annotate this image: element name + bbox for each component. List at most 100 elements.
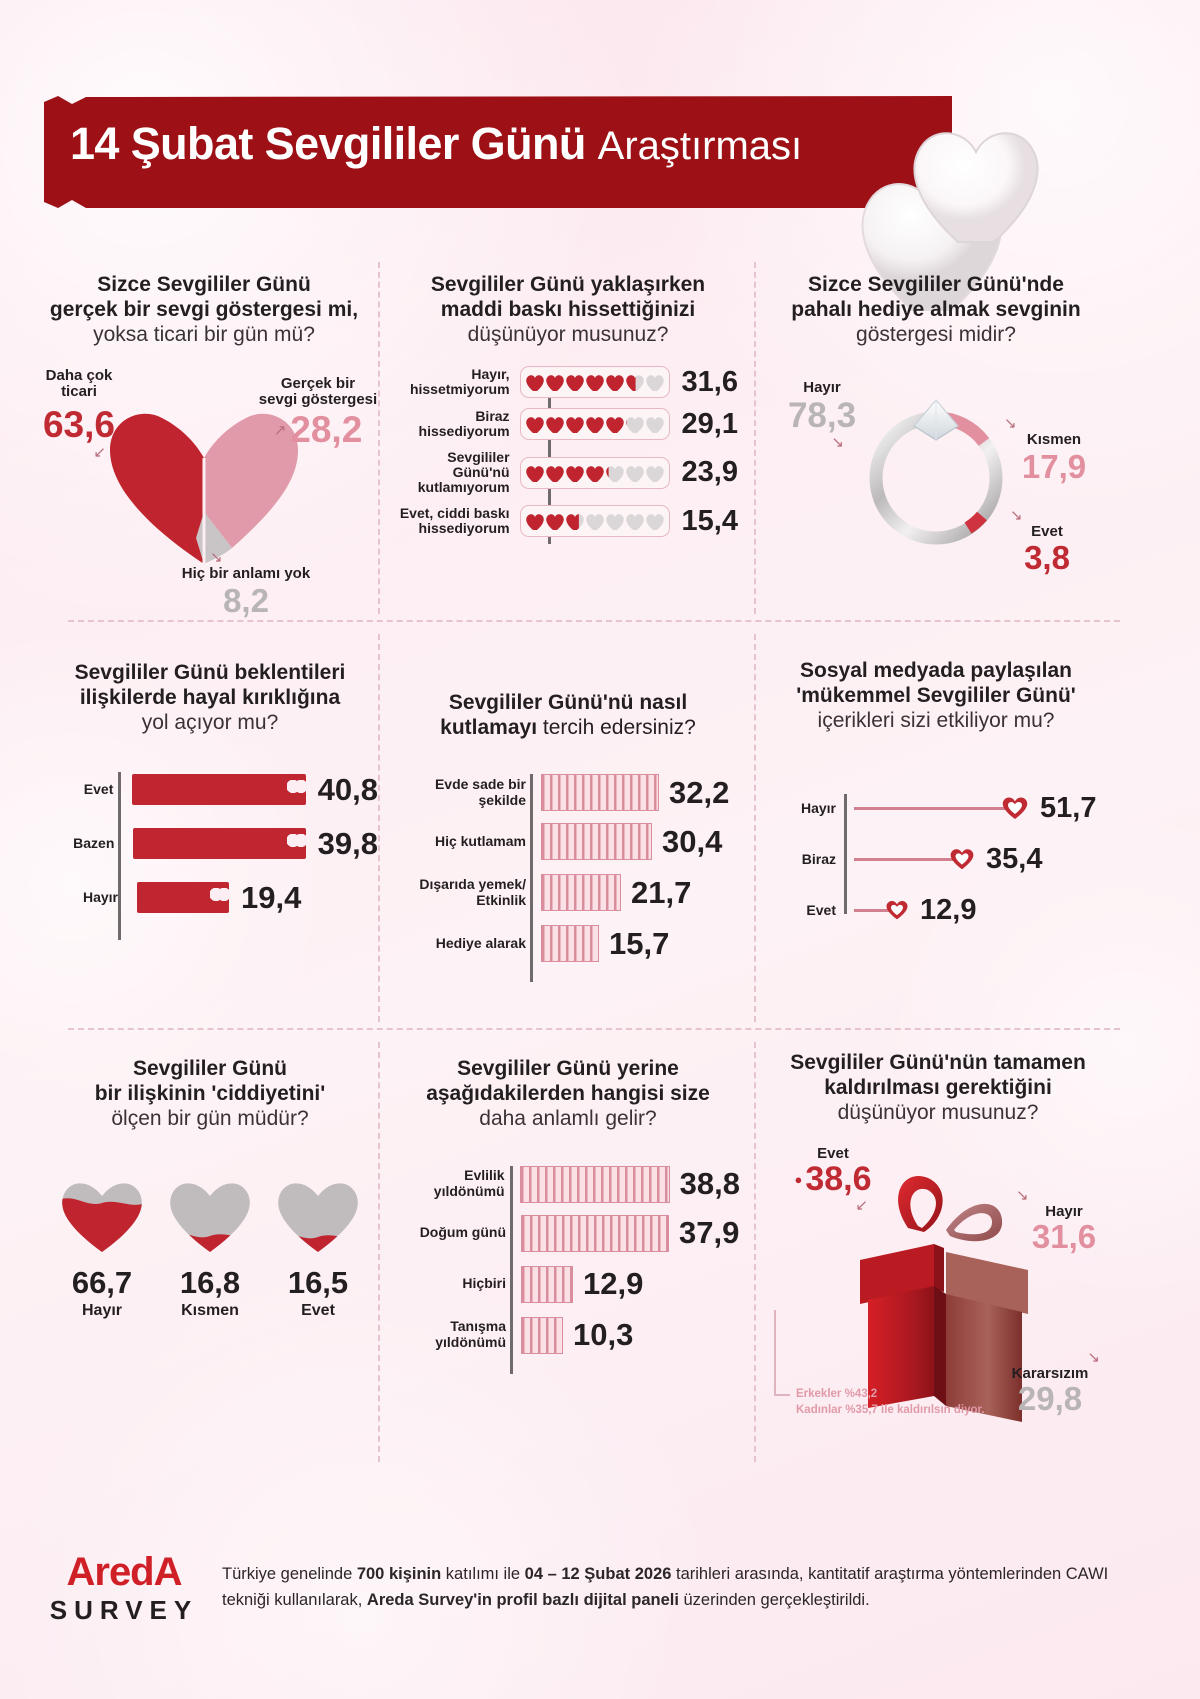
chart-axis — [118, 771, 121, 940]
row-label: Evet — [806, 902, 836, 919]
bar-label: Doğum günü — [419, 1224, 506, 1241]
pie-label-bottom: ↘ Hiç bir anlamı yok 8,2 — [146, 548, 346, 618]
q-line-1: Sevgililer Günü yaklaşırken — [430, 273, 706, 296]
gift-label-kararsizim: ↘ Kararsızım 29,8 — [986, 1348, 1114, 1416]
grid-divider — [68, 620, 1120, 622]
q-line-2-bold: kutlamayı — [440, 716, 538, 740]
arrow-icon: ↘ — [210, 548, 223, 566]
arrow-icon: ↙ — [855, 1197, 868, 1215]
ring-label-kismen: ↘ Kısmen 17,9 — [1002, 414, 1106, 484]
gauge-value: 16,5 — [287, 1264, 349, 1300]
value-left: 63,6 — [42, 404, 115, 446]
chart-axis — [548, 365, 551, 544]
gift-label-evet: Evet ● 38,6 ↙ — [780, 1145, 886, 1215]
q-line-1: Sevgililer Günü'nü nasıl — [448, 691, 688, 714]
bar-row: Hiç kutlamam 30,4 — [396, 823, 740, 861]
footnote-line1: Erkekler %43,2 — [796, 1387, 878, 1400]
q-line-3: ölçen bir gün müdür? — [111, 1107, 309, 1131]
bar-value: 15,7 — [609, 925, 670, 961]
bar-row: Doğum günü 37,9 — [396, 1214, 740, 1252]
grid-divider — [754, 1042, 756, 1462]
bar-row: Hediye alarak 15,7 — [396, 925, 740, 963]
lollipop-chart: Hayır 51,7 Biraz 35,4 Evet — [768, 792, 1104, 927]
bar-value: 19,4 — [241, 879, 302, 915]
logo: AredA SURVEY — [36, 1550, 212, 1626]
panel-question: Sizce Sevgililer Günü gerçek bir sevgi g… — [36, 272, 372, 348]
panel-question: Sevgililer Günü bir ilişkinin 'ciddiyeti… — [42, 1056, 378, 1132]
gauge-label: Hayır — [81, 1301, 123, 1319]
q-line-2: ilişkilerde hayal kırıklığına — [79, 686, 341, 710]
bar-fill — [521, 1214, 669, 1252]
label-kararsizim: Kararsızım — [1011, 1364, 1089, 1382]
panel-question: Sevgililer Günü yerine aşağıdakilerden h… — [396, 1056, 740, 1132]
heart-gauge-icon — [170, 1182, 250, 1252]
heart-icons — [525, 375, 664, 392]
row-value: 35,4 — [986, 842, 1043, 875]
label-evet: Evet — [1031, 522, 1063, 540]
bar-label: Bazen — [73, 834, 115, 851]
q-line-3: içerikleri sizi etkiliyor mu? — [817, 709, 1055, 733]
heart-marker-icon — [886, 901, 908, 920]
bar-row: Bazen 39,8 — [50, 826, 378, 862]
gauge-value: 66,7 — [71, 1264, 133, 1300]
grid-divider — [378, 634, 380, 1022]
row-value: 15,4 — [681, 504, 738, 537]
ring-label-hayir: Hayır 78,3 ↘ — [774, 379, 870, 452]
lollipop-row: Evet 12,9 — [778, 894, 1104, 927]
value-kismen: 17,9 — [1021, 448, 1087, 486]
heart-pie-chart: Daha çok ticari 63,6 ↙ Gerçek bir sevgi … — [36, 362, 377, 618]
footer: AredA SURVEY Türkiye genelinde 700 kişin… — [0, 1540, 1200, 1680]
panel-hatched-bars-2: Sevgililer Günü yerine aşağıdakilerden h… — [396, 1056, 740, 1374]
q-line-1: Sevgililer Günü yerine — [457, 1057, 679, 1080]
grid-divider — [754, 262, 756, 614]
q-line-1: Sevgililer Günü beklentileri — [74, 661, 346, 684]
leader-line — [774, 1309, 790, 1396]
panel-question: Sevgililer Günü yaklaşırken maddi baskı … — [398, 272, 738, 348]
panel-heart-bars: Sevgililer Günü beklentileri ilişkilerde… — [42, 660, 378, 940]
chart-axis — [530, 774, 533, 983]
panel-question: Sevgililer Günü'nün tamamen kaldırılması… — [768, 1050, 1108, 1126]
bar-value: 12,9 — [583, 1266, 644, 1302]
bar-fill — [519, 1165, 670, 1203]
value-hayir: 78,3 — [787, 396, 857, 436]
value-evet: 3,8 — [1024, 539, 1070, 577]
methodology-text: Türkiye genelinde 700 kişinin katılımı i… — [222, 1565, 1109, 1609]
grid-divider — [378, 1042, 380, 1462]
gauge-label: Kısmen — [181, 1301, 239, 1319]
q-line-2: bir ilişkinin 'ciddiyetini' — [94, 1082, 326, 1106]
heart-gauge-group: 66,7 Hayır 16,8 Kısmen — [42, 1172, 378, 1320]
lollipop-row: Hayır 51,7 — [778, 792, 1104, 825]
bar-label: Evde sade bir şekilde — [434, 776, 526, 808]
label-left-line2: ticari — [61, 383, 97, 401]
page-title: 14 Şubat Sevgililer Günü Araştırması — [70, 118, 802, 170]
label-left-line1: Daha çok — [45, 366, 113, 384]
row-label: Sevgililer Günü'nü kutlamıyorum — [417, 448, 510, 496]
row-label: Biraz — [801, 851, 836, 868]
chart-axis — [510, 1165, 513, 1374]
bar-label: Hediye alarak — [435, 935, 526, 952]
pie-label-left: Daha çok ticari 63,6 ↙ — [36, 366, 122, 461]
q-line-3: yol açıyor mu? — [141, 711, 279, 735]
row-value: 12,9 — [920, 893, 977, 926]
value-hayir: 31,6 — [1031, 1218, 1097, 1256]
value-evet: 38,6 — [805, 1160, 872, 1199]
panel-heart-rating: Sevgililer Günü yaklaşırken maddi baskı … — [398, 272, 738, 547]
bar-label: Tanışma yıldönümü — [435, 1318, 506, 1351]
bar-label: Evlilik yıldönümü — [433, 1167, 505, 1200]
title-banner — [44, 96, 952, 208]
panel-grid — [0, 248, 1200, 1528]
logo-areda: AredA — [66, 1550, 182, 1594]
ring-chart: Hayır 78,3 ↘ ↘ Kısmen 17,9 ↘ Evet 3,8 — [768, 356, 1106, 575]
rating-row: Evet, ciddi baskı hissediyorum 15,4 — [398, 505, 738, 538]
row-label: Hayır — [800, 800, 836, 817]
bar-label: Hayır — [82, 888, 118, 905]
label-right-line2: sevgi göstergesi — [258, 391, 378, 409]
chart-axis — [844, 793, 847, 914]
row-label: Hayır, hissetmiyorum — [409, 365, 510, 398]
heart-gauge: 16,5 Evet — [272, 1172, 364, 1320]
bar-fill — [541, 823, 652, 861]
panel-question: Sevgililer Günü'nü nasıl kutlamayı terci… — [396, 690, 740, 740]
heart-gauge-icon — [278, 1182, 358, 1252]
bar-row: Evet 40,8 — [50, 772, 378, 808]
